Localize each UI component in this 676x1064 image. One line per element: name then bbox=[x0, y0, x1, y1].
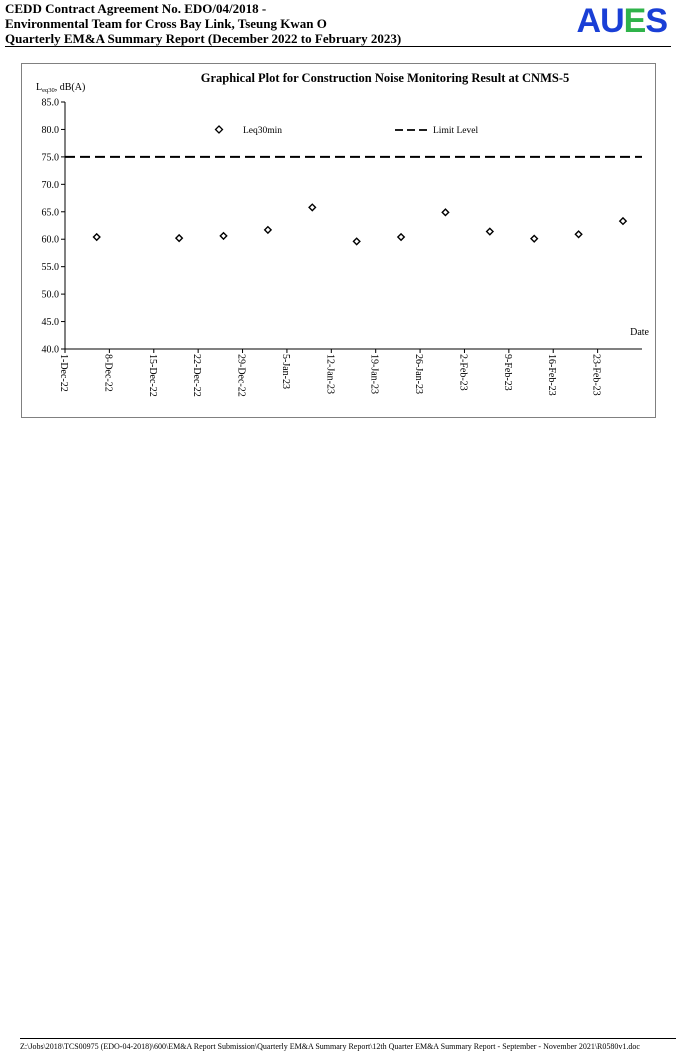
x-tick-label: 8-Dec-22 bbox=[102, 354, 113, 392]
header-report-line: Quarterly EM&A Summary Report (December … bbox=[5, 31, 402, 46]
header-divider bbox=[5, 46, 671, 47]
logo-letter-e: E bbox=[623, 2, 647, 40]
x-tick-label: 12-Jan-23 bbox=[324, 354, 335, 394]
noise-monitoring-chart: Graphical Plot for Construction Noise Mo… bbox=[36, 71, 650, 397]
y-axis-label-rest: , dB(A) bbox=[55, 82, 86, 93]
x-axis-label: Date bbox=[630, 327, 649, 338]
data-point bbox=[174, 233, 184, 243]
y-tick-label: 65.0 bbox=[42, 207, 60, 218]
data-point bbox=[308, 203, 317, 212]
y-tick-label: 70.0 bbox=[42, 180, 60, 191]
y-axis-label-sub: eq30 bbox=[42, 87, 55, 94]
x-tick-label: 2-Feb-23 bbox=[457, 354, 468, 391]
data-point bbox=[263, 225, 273, 235]
logo-letter-a: A bbox=[576, 2, 602, 40]
y-tick-label: 55.0 bbox=[42, 262, 60, 273]
legend-label-leq30min: Leq30min bbox=[243, 126, 282, 136]
x-tick-label: 19-Jan-23 bbox=[369, 354, 380, 394]
data-point bbox=[441, 208, 450, 217]
y-tick-label: 60.0 bbox=[42, 235, 60, 246]
x-tick-label: 15-Dec-22 bbox=[147, 354, 158, 397]
data-point bbox=[530, 234, 539, 243]
logo-letter-s: S bbox=[645, 2, 668, 40]
legend-marker-leq30min bbox=[214, 125, 224, 134]
y-axis-label: Leq30, dB(A) bbox=[36, 82, 85, 94]
y-axis-ticks: 40.0 45.0 50.0 55.0 60.0 65.0 70.0 75.0 80.0 85.0 bbox=[42, 98, 65, 356]
x-tick-label: 5-Jan-23 bbox=[280, 354, 291, 389]
logo-letter-u: U bbox=[600, 2, 625, 40]
y-tick-label: 75.0 bbox=[42, 152, 60, 163]
chart-axes bbox=[64, 102, 642, 350]
header-team-line: Environmental Team for Cross Bay Link, T… bbox=[5, 16, 327, 31]
x-tick-label: 1-Dec-22 bbox=[58, 354, 69, 392]
x-tick-label: 26-Jan-23 bbox=[413, 354, 424, 394]
data-point bbox=[352, 237, 361, 246]
chart-title: Graphical Plot for Construction Noise Mo… bbox=[201, 71, 570, 85]
legend-label-limit: Limit Level bbox=[433, 126, 478, 136]
data-point bbox=[92, 232, 101, 242]
data-point bbox=[219, 231, 228, 241]
y-tick-label: 80.0 bbox=[42, 125, 60, 136]
header-contract-line: CEDD Contract Agreement No. EDO/04/2018 … bbox=[5, 1, 267, 16]
aues-logo: AUES bbox=[577, 2, 668, 40]
y-tick-label: 45.0 bbox=[42, 317, 60, 328]
footer-file-path: Z:\Jobs\2018\TCS00975 (EDO-04-2018)\600\… bbox=[20, 1042, 640, 1051]
leq30min-series bbox=[92, 203, 628, 246]
y-axis-label-main: L bbox=[36, 82, 42, 93]
data-point bbox=[396, 232, 406, 242]
x-tick-label: 29-Dec-22 bbox=[236, 354, 247, 397]
data-point bbox=[618, 216, 628, 226]
x-tick-label: 16-Feb-23 bbox=[546, 354, 557, 396]
chart-legend: Leq30min Limit Level bbox=[214, 125, 478, 136]
x-tick-label: 23-Feb-23 bbox=[591, 354, 602, 396]
report-header: CEDD Contract Agreement No. EDO/04/2018 … bbox=[5, 2, 671, 46]
y-tick-label: 40.0 bbox=[42, 345, 60, 356]
footer-divider bbox=[20, 1038, 676, 1039]
noise-chart-frame: Graphical Plot for Construction Noise Mo… bbox=[21, 63, 656, 418]
data-point bbox=[485, 227, 495, 236]
x-tick-label: 22-Dec-22 bbox=[191, 354, 202, 397]
y-tick-label: 50.0 bbox=[42, 290, 60, 301]
data-point bbox=[574, 230, 583, 239]
x-tick-label: 9-Feb-23 bbox=[502, 354, 513, 391]
y-tick-label: 85.0 bbox=[42, 98, 60, 109]
x-axis-ticks: 1-Dec-22 8-Dec-22 15-Dec-22 22-Dec-22 29-Dec… bbox=[58, 349, 602, 397]
